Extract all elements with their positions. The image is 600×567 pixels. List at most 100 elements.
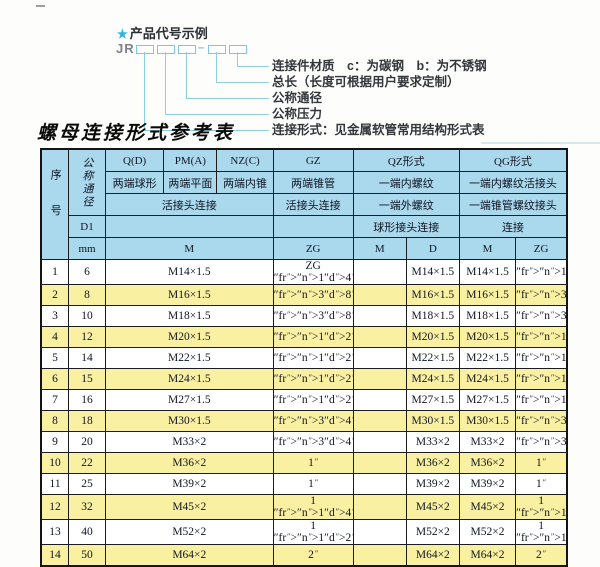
table-row: 11 25 M39×2 1″ M39×2 M39×2 1″	[40, 473, 568, 495]
cell-seq: 3	[40, 305, 70, 327]
label-connection-form: 连接形式：见金属软管常用结构形式表	[272, 123, 485, 137]
cell-qg-zg: ″fr″>″n″>1″d″>4″	[515, 259, 568, 285]
cell-qz-d: M18×1.5	[405, 305, 460, 327]
cell-qg-zg: ″fr″>″n″>1″d″>2″	[515, 326, 568, 348]
cell-m: M33×2	[104, 431, 274, 453]
cell-qz-d: M16×1.5	[405, 284, 460, 306]
cell-gz: 1″	[272, 473, 354, 495]
cell-dn: 6	[68, 259, 106, 285]
header-zg: ZG	[272, 237, 354, 260]
code-prefix: JR	[116, 41, 135, 56]
table-row: 818M30×1.5″fr″>″n″>3″d″>4″M30×1.5M30×1.5…	[40, 410, 568, 432]
cell-qg-zg: 1″	[515, 452, 568, 474]
cell-dn: 40	[68, 519, 106, 545]
header-d1: D1	[68, 215, 106, 238]
cell-seq: 5	[40, 347, 70, 369]
cell-m: M39×2	[104, 473, 274, 495]
table-row: 514M22×1.5″fr″>″n″>1″d″>2″M22×1.5M22×1.5…	[40, 347, 568, 369]
cell-m: M64×2	[104, 544, 274, 567]
page-title: 螺母连接形式参考表	[37, 123, 236, 144]
cell-dn: 10	[68, 305, 106, 327]
cell-dn: 22	[68, 452, 106, 474]
table-row: 310M18×1.5″fr″>″n″>3″d″>8″M18×1.5M18×1.5…	[40, 305, 568, 327]
header-qd: Q(D)	[104, 148, 165, 172]
cell-qz-d: M33×2	[405, 431, 460, 453]
cell-qg-m: M16×1.5	[458, 284, 517, 306]
cell-qz-d: M30×1.5	[405, 410, 460, 432]
header-qg-conn: 连接	[458, 215, 568, 238]
header-gz: GZ	[272, 148, 354, 172]
reference-table: 序号 公称通径 Q(D) PM(A) NZ(C) GZ QZ形式 QG形式 两端…	[40, 148, 568, 567]
cell-qg-zg: ″fr″>″n″>3″d″>4″	[515, 431, 568, 453]
cell-qz-d: M24×1.5	[405, 368, 460, 390]
cell-qz-m	[352, 326, 407, 348]
cell-gz: 1″	[272, 452, 354, 474]
code-box-2	[157, 45, 175, 54]
diagram-title: ★ 产品代号示例	[117, 23, 208, 42]
cell-m: M20×1.5	[104, 326, 274, 348]
cell-qg-zg: ″fr″>″n″>3″d″>8″	[515, 305, 568, 327]
cell-m: M52×2	[104, 519, 274, 545]
cell-dn: 15	[68, 368, 106, 390]
cell-qz-d: M45×2	[405, 494, 460, 520]
cell-seq: 11	[40, 473, 70, 495]
cell-qz-m	[352, 544, 407, 567]
cell-seq: 6	[40, 368, 70, 390]
table-row: 920M33×2″fr″>″n″>3″d″>4″M33×2M33×2″fr″>″…	[40, 431, 568, 453]
table-row: 14 50 M64×2 2″ M64×2 M64×2 2″	[40, 544, 568, 567]
cell-gz: ″fr″>″n″>3″d″>8″	[272, 284, 354, 306]
table-header: 序号 公称通径 Q(D) PM(A) NZ(C) GZ QZ形式 QG形式 两端…	[40, 148, 568, 260]
cell-dn: 50	[68, 544, 106, 567]
cell-gz: ″fr″>″n″>1″d″>2″	[272, 326, 354, 348]
cell-m: M30×1.5	[104, 410, 274, 432]
header-qz-m: M	[352, 237, 407, 260]
cell-dn: 25	[68, 473, 106, 495]
cell-dn: 32	[68, 494, 106, 520]
cell-seq: 4	[40, 326, 70, 348]
cell-qg-m: M64×2	[458, 544, 517, 567]
cell-m: M14×1.5	[104, 259, 274, 285]
cell-qz-m	[352, 259, 407, 285]
header-union-conn: 活接头连接	[104, 193, 274, 216]
cell-qg-m: M18×1.5	[458, 305, 517, 327]
header-qg-form: QG形式	[458, 148, 568, 172]
cell-qg-m: M27×1.5	[458, 389, 517, 411]
cell-dn: 16	[68, 389, 106, 411]
label-nominal-pressure: 公称压力	[272, 107, 323, 121]
header-qg-desc2: 一端锥管螺纹接头	[458, 193, 568, 216]
header-qg-m: M	[458, 237, 517, 260]
leader-line-diameter	[186, 52, 269, 99]
header-nzc-desc: 两端内锥	[216, 171, 274, 194]
table-row: 10 22 M36×2 1″ M36×2 M36×2 1″	[40, 452, 568, 474]
header-qz-desc2: 一端外螺纹	[352, 193, 460, 216]
header-dn: 公称通径	[68, 148, 106, 216]
code-dash: –	[197, 40, 205, 54]
header-qd-desc: 两端球形	[104, 171, 165, 194]
header-qz-conn: 球形接头连接	[352, 215, 460, 238]
cell-qg-m: M45×2	[458, 494, 517, 520]
cell-gz: ″fr″>″n″>1″d″>2″	[272, 368, 354, 390]
cell-dn: 14	[68, 347, 106, 369]
header-gz-desc: 两端锥管	[272, 171, 354, 194]
leader-line-material	[237, 52, 269, 67]
cell-qz-d: M20×1.5	[405, 326, 460, 348]
cell-qz-d: M52×2	[405, 519, 460, 545]
cell-qg-m: M39×2	[458, 473, 517, 495]
cell-qg-m: M33×2	[458, 431, 517, 453]
cell-qg-m: M20×1.5	[458, 326, 517, 348]
cell-seq: 13	[40, 519, 70, 545]
leader-line-pressure	[165, 52, 269, 115]
cell-qz-d: M64×2	[405, 544, 460, 567]
cell-qg-zg: 1″	[515, 473, 568, 495]
cell-qz-m	[352, 368, 407, 390]
cell-qg-zg: 1 ″fr″>″n″>1″d″>2″	[515, 519, 568, 545]
scan-artifact-line	[481, 142, 600, 144]
table-row: 615M24×1.5″fr″>″n″>1″d″>2″M24×1.5M24×1.5…	[40, 368, 568, 390]
scan-artifact	[36, 5, 45, 7]
cell-gz: 2″	[272, 544, 354, 567]
cell-gz: ″fr″>″n″>3″d″>4″	[272, 431, 354, 453]
cell-qg-zg: 1 ″fr″>″n″>1″d″>4″	[515, 494, 568, 520]
cell-qz-m	[352, 347, 407, 369]
cell-qg-m: M14×1.5	[458, 259, 517, 285]
